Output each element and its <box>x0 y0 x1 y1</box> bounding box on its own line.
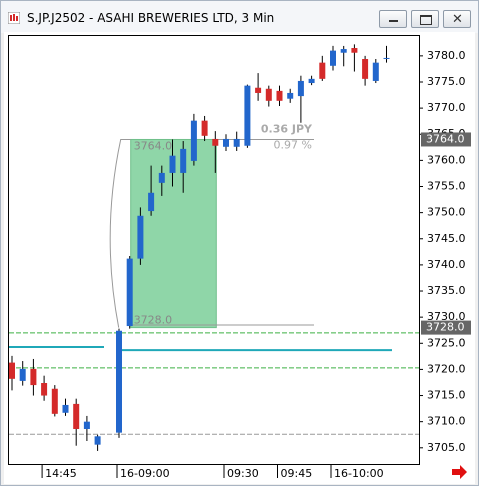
x-tick-label: 16-09:00 <box>120 467 170 480</box>
measure-change-label: 0.36 JPY <box>261 122 313 135</box>
candle-body <box>287 92 294 99</box>
candle-body <box>137 215 144 259</box>
candle-body <box>372 62 379 81</box>
candle-body <box>51 388 58 414</box>
candle-body <box>30 368 37 386</box>
candle-body <box>212 138 219 146</box>
candle-body <box>201 120 208 136</box>
x-tick-label: 14:45 <box>45 467 77 480</box>
measure-bracket <box>109 138 131 328</box>
y-tick-label: 3780.0 <box>427 49 466 62</box>
measure-percent-label: 0.97 % <box>274 138 312 151</box>
price-marker-label: 3728.0 <box>426 321 465 334</box>
candle-body <box>276 90 283 101</box>
y-tick-label: 3705.0 <box>427 441 466 454</box>
window-title: S.JP.J2502 - ASAHI BREWERIES LTD, 3 Min <box>27 11 275 25</box>
y-tick-label: 3725.0 <box>427 336 466 349</box>
candle-body <box>180 148 187 173</box>
chart: 3764.0 3728.0 0.36 JPY 0.97 % 3705.0 3710.0 37… <box>4 32 475 484</box>
y-tick-label: 3735.0 <box>427 284 466 297</box>
candle-body <box>223 138 229 147</box>
candle-body <box>148 192 155 212</box>
candle-body <box>19 368 26 381</box>
plot-frame <box>8 35 420 465</box>
y-tick-label: 3755.0 <box>427 180 466 193</box>
candle-body <box>126 258 133 327</box>
candle-body <box>94 436 101 445</box>
measure-low-label: 3728.0 <box>134 314 173 327</box>
minimize-button[interactable] <box>379 10 407 28</box>
candle-body <box>62 404 69 413</box>
price-marker <box>421 132 471 147</box>
y-tick-label: 3715.0 <box>427 389 466 402</box>
chart-background <box>4 32 475 484</box>
y-tick-label: 3770.0 <box>427 101 466 114</box>
price-marker-label: 3764.0 <box>426 132 465 145</box>
price-marker <box>421 320 471 335</box>
y-tick-label: 3720.0 <box>427 362 466 375</box>
y-tick-label: 3710.0 <box>427 415 466 428</box>
x-tick-label: 09:45 <box>281 467 313 480</box>
y-tick-label: 3740.0 <box>427 258 466 271</box>
candle-body <box>351 48 358 53</box>
candle-body <box>308 78 315 84</box>
candle-body <box>265 88 272 101</box>
candle-body <box>190 120 197 161</box>
candle-body <box>297 80 304 97</box>
window-icon <box>8 12 20 24</box>
title-bar: S.JP.J2502 - ASAHI BREWERIES LTD, 3 Min … <box>1 1 478 33</box>
x-tick-label: 16-10:00 <box>334 467 384 480</box>
candle-body <box>41 382 48 396</box>
y-tick-label: 3745.0 <box>427 232 466 245</box>
y-tick-label: 3775.0 <box>427 75 466 88</box>
candle-body <box>169 155 176 173</box>
x-tick-label: 09:30 <box>227 467 259 480</box>
scroll-arrow[interactable] <box>452 465 467 479</box>
candle-body <box>362 58 369 79</box>
candle-body <box>244 85 251 146</box>
candle-body <box>9 362 15 379</box>
candle-body <box>158 172 165 183</box>
candle-body <box>255 87 262 93</box>
candle-body <box>233 138 240 147</box>
candle-body <box>319 62 326 79</box>
y-tick-label: 3760.0 <box>427 153 466 166</box>
candle-body <box>116 330 122 433</box>
maximize-button[interactable] <box>411 10 439 28</box>
y-tick-label: 3730.0 <box>427 310 466 323</box>
candle-body <box>83 421 90 429</box>
candle-body <box>340 49 347 53</box>
y-tick-label: 3750.0 <box>427 206 466 219</box>
candle-body <box>383 57 390 59</box>
candle-body <box>73 403 80 429</box>
close-button[interactable]: ✕ <box>443 10 471 28</box>
measure-high-label: 3764.0 <box>134 139 173 152</box>
candle-body <box>330 50 336 66</box>
